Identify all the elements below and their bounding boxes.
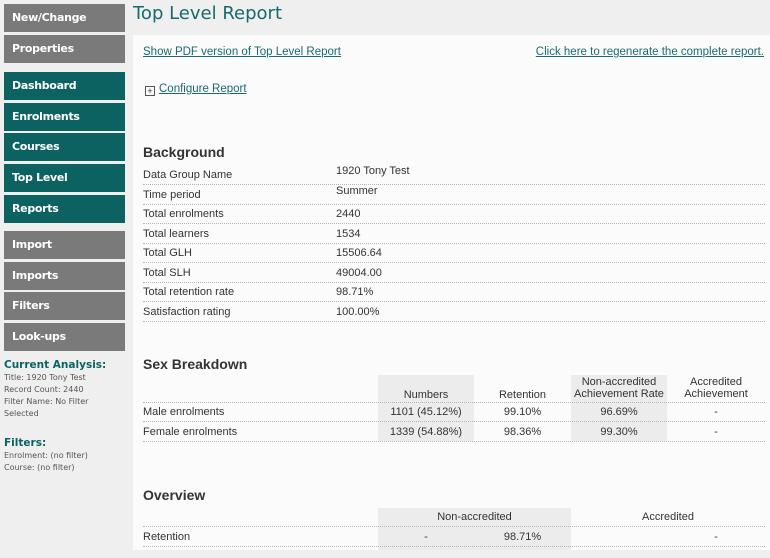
cell-value: 2440 xyxy=(336,208,361,220)
row-label: Female enrolments xyxy=(143,425,238,438)
table-row: Total enrolments 2440 xyxy=(143,204,765,224)
table-row: Satisfaction rating 100.00% xyxy=(143,302,765,322)
report-panel: Show PDF version of Top Level Report Cli… xyxy=(133,35,770,558)
cell-value: 15506.64 xyxy=(336,247,382,259)
nav-look-ups[interactable]: Look-ups xyxy=(4,323,125,351)
cell-value: - xyxy=(424,531,428,543)
cell-value: 98.71% xyxy=(503,531,542,543)
row-label: Total retention rate xyxy=(143,286,235,298)
background-heading: Background xyxy=(143,144,225,160)
page-title: Top Level Report xyxy=(133,3,283,24)
row-label: Data Group Name xyxy=(143,169,233,181)
row-label: Male enrolments xyxy=(143,406,225,418)
col-acc-achievement: Accredited Achievement xyxy=(684,376,748,400)
row-label: Total SLH xyxy=(143,266,191,279)
nav-top-level[interactable]: Top Level xyxy=(4,164,125,192)
filter-enrolment: Enrolment: (no filter) xyxy=(4,451,88,460)
analysis-title: Title: 1920 Tony Test xyxy=(4,373,86,382)
cell-value: 99.10% xyxy=(503,406,542,418)
col-nonacc-achievement: Non-accredited Achievement Rate xyxy=(574,376,664,400)
analysis-record-count: Record Count: 2440 xyxy=(4,385,84,394)
nav-courses[interactable]: Courses xyxy=(4,133,125,161)
table-row: Data Group Name 1920 Tony Test xyxy=(143,165,765,185)
cell-value: 100.00% xyxy=(336,305,380,318)
table-row: Total retention rate 98.71% xyxy=(143,282,765,302)
table-row: Time period Summer xyxy=(143,185,765,205)
row-label: Satisfaction rating xyxy=(143,305,231,318)
col-numbers: Numbers xyxy=(403,389,449,401)
cell-value: 1101 (45.12%) xyxy=(390,406,462,418)
nav-enrolments[interactable]: Enrolments xyxy=(4,103,125,131)
row-label: Total GLH xyxy=(143,247,192,259)
cell-value: 96.69% xyxy=(600,406,638,418)
nav-import[interactable]: Import xyxy=(4,231,125,259)
row-label: Total enrolments xyxy=(143,208,224,220)
expand-icon[interactable]: + xyxy=(145,86,155,96)
analysis-filter-name: Filter Name: No Filter Selected xyxy=(4,397,89,418)
cell-value: 49004.00 xyxy=(336,266,382,279)
group-accredited: Accredited xyxy=(642,511,694,523)
current-analysis-heading: Current Analysis: xyxy=(4,359,107,371)
cell-value: Summer xyxy=(336,184,378,197)
nav-reports[interactable]: Reports xyxy=(4,195,125,223)
row-label: Retention xyxy=(143,531,191,543)
col-retention: Retention xyxy=(498,389,547,401)
cell-value: 99.30% xyxy=(600,425,638,438)
cell-value: - xyxy=(714,531,718,543)
nav-dashboard[interactable]: Dashboard xyxy=(4,72,125,100)
table-row: Total learners 1534 xyxy=(143,224,765,244)
bottom-bar xyxy=(133,550,770,558)
cell-value: 1339 (54.88%) xyxy=(389,425,463,438)
nav-imports[interactable]: Imports xyxy=(4,262,125,290)
filters-heading: Filters: xyxy=(4,437,47,449)
group-non-accredited: Non-accredited xyxy=(437,511,512,523)
nav-new-change[interactable]: New/Change xyxy=(4,4,125,32)
table-row: Male enrolments 1101 (45.12%) 99.10% 96.69%… xyxy=(143,402,765,422)
filter-course: Course: (no filter) xyxy=(4,463,75,472)
table-row: Female enrolments 1339 (54.88%) 98.36% 99.3… xyxy=(143,422,765,442)
cell-value: 98.36% xyxy=(503,425,542,438)
table-row: Total GLH 15506.64 xyxy=(143,243,765,263)
table-row: Total SLH 49004.00 xyxy=(143,263,765,283)
cell-value: - xyxy=(714,406,718,418)
cell-value: - xyxy=(714,425,718,438)
cell-value: 1534 xyxy=(336,227,361,240)
configure-report-link[interactable]: Configure Report xyxy=(159,83,247,95)
table-row: Retention - 98.71% - xyxy=(143,527,765,547)
current-analysis: Current Analysis: Title: 1920 Tony Test … xyxy=(4,359,129,420)
nav-filters[interactable]: Filters xyxy=(4,292,125,320)
sex-breakdown-heading: Sex Breakdown xyxy=(143,356,248,372)
filters-info: Filters: Enrolment: (no filter) Course: … xyxy=(4,437,129,474)
row-label: Total learners xyxy=(143,227,210,240)
cell-value: 98.71% xyxy=(336,286,374,298)
overview-heading: Overview xyxy=(143,487,206,503)
regenerate-link[interactable]: Click here to regenerate the complete re… xyxy=(535,46,764,58)
row-label: Time period xyxy=(143,188,201,201)
pdf-link[interactable]: Show PDF version of Top Level Report xyxy=(143,46,341,58)
nav-properties[interactable]: Properties xyxy=(4,35,125,63)
cell-value: 1920 Tony Test xyxy=(336,165,410,177)
